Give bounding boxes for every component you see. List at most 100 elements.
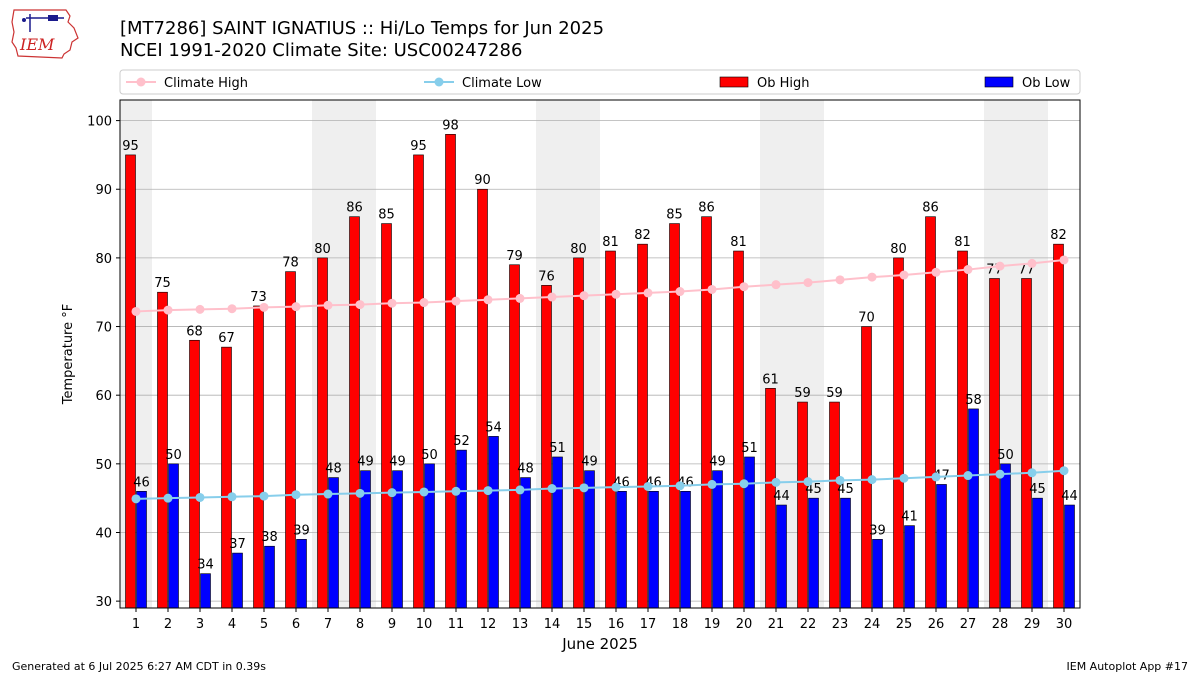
ob-low-bar: [904, 525, 915, 609]
ob-high-bar: [829, 401, 840, 609]
climate-low-point: [195, 492, 205, 502]
ob-low-label: 49: [389, 455, 406, 470]
x-axis-label: June 2025: [561, 635, 638, 653]
ob-high-bar: [957, 250, 968, 609]
climate-low-point: [899, 473, 909, 483]
x-tick-label: 16: [608, 617, 625, 632]
ob-high-bar: [1021, 278, 1032, 609]
legend-ob-high-swatch: [719, 76, 749, 88]
ob-low-bar: [520, 477, 531, 609]
ob-high-label: 80: [314, 242, 331, 257]
climate-low-point: [1027, 468, 1037, 478]
legend-box: [119, 69, 1081, 95]
climate-low-line: [135, 469, 1065, 500]
ob-low-label: 46: [133, 475, 150, 490]
ob-low-label: 49: [709, 455, 726, 470]
ob-low-label: 37: [229, 537, 246, 552]
climate-high-point: [227, 304, 237, 314]
climate-low-point: [547, 484, 557, 494]
ob-high-label: 86: [698, 201, 715, 216]
ob-low-label: 44: [1061, 489, 1078, 504]
climate-high-point: [355, 300, 365, 310]
climate-low-point: [803, 477, 813, 487]
x-tick-label: 6: [292, 617, 300, 632]
ob-high-bar: [861, 326, 872, 609]
climate-low-point: [131, 494, 141, 504]
ob-high-bar: [669, 223, 680, 609]
ob-high-label: 79: [506, 249, 523, 264]
ob-low-bar: [552, 456, 563, 609]
ob-low-label: 49: [581, 455, 598, 470]
ob-high-label: 86: [922, 201, 939, 216]
app-label: IEM Autoplot App #17: [1066, 660, 1189, 673]
ob-low-bar: [936, 484, 947, 609]
x-tick-label: 4: [228, 617, 236, 632]
ob-low-label: 52: [453, 434, 470, 449]
ob-low-bar: [744, 456, 755, 609]
ob-high-label: 81: [954, 235, 971, 250]
climate-low-point: [931, 472, 941, 482]
ob-high-label: 68: [186, 324, 203, 339]
ob-high-bar: [221, 346, 232, 609]
climate-high-point: [963, 265, 973, 275]
y-tick-label: 40: [95, 526, 112, 541]
iem-logo: IEM: [11, 9, 79, 59]
x-tick-label: 18: [672, 617, 689, 632]
ob-high-bar: [733, 250, 744, 609]
ob-high-label: 81: [602, 235, 619, 250]
ob-high-label: 82: [634, 228, 651, 243]
x-tick-label: 9: [388, 617, 396, 632]
climate-low-point: [515, 485, 525, 495]
ob-low-bar: [968, 408, 979, 609]
climate-low-point: [387, 488, 397, 498]
ob-low-bar: [136, 490, 147, 609]
x-tick-label: 28: [992, 617, 1009, 632]
climate-high-point: [675, 287, 685, 297]
ob-low-bar: [840, 497, 851, 609]
x-tick-label: 27: [960, 617, 977, 632]
ob-high-bar: [381, 223, 392, 609]
ob-high-bar: [317, 257, 328, 609]
climate-high-point: [259, 302, 269, 312]
ob-high-bar: [253, 305, 264, 609]
ob-low-label: 48: [325, 462, 342, 477]
ob-low-label: 45: [837, 482, 854, 497]
climate-high-point: [195, 304, 205, 314]
climate-high-point: [803, 278, 813, 288]
weekend-band: [984, 100, 1016, 608]
ob-low-bar: [1064, 504, 1075, 609]
ob-low-label: 39: [293, 523, 310, 538]
x-tick-label: 10: [416, 617, 433, 632]
ob-low-label: 50: [421, 448, 438, 463]
logo-text: IEM: [19, 35, 55, 54]
x-tick-label: 15: [576, 617, 593, 632]
chart-title: [MT7286] SAINT IGNATIUS :: Hi/Lo Temps f…: [120, 18, 605, 39]
x-tick-label: 20: [736, 617, 753, 632]
ob-low-bar: [616, 490, 627, 609]
climate-high-point: [835, 275, 845, 285]
ob-high-bar: [605, 250, 616, 609]
ob-high-bar: [477, 188, 488, 609]
legend-climate-low-marker: [434, 77, 444, 87]
x-tick-label: 22: [800, 617, 817, 632]
ob-low-bar: [296, 539, 307, 609]
x-tick-label: 24: [864, 617, 881, 632]
x-tick-label: 29: [1024, 617, 1041, 632]
ob-high-label: 59: [794, 386, 811, 401]
climate-low-point: [451, 486, 461, 496]
climate-high-point: [547, 292, 557, 302]
ob-low-bar: [264, 545, 275, 609]
x-tick-label: 25: [896, 617, 913, 632]
climate-low-point: [643, 481, 653, 491]
x-tick-label: 11: [448, 617, 465, 632]
climate-high-point: [131, 306, 141, 316]
ob-low-label: 51: [741, 441, 758, 456]
y-tick-label: 60: [95, 389, 112, 404]
x-tick-label: 30: [1056, 617, 1073, 632]
ob-low-label: 39: [869, 523, 886, 538]
climate-high-point: [611, 289, 621, 299]
ob-low-label: 44: [773, 489, 790, 504]
climate-high-point: [899, 270, 909, 280]
ob-low-label: 48: [517, 462, 534, 477]
climate-high-point: [163, 305, 173, 315]
